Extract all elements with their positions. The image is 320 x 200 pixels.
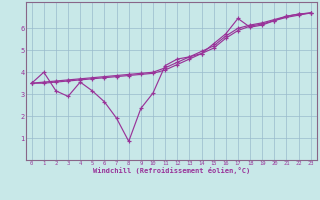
X-axis label: Windchill (Refroidissement éolien,°C): Windchill (Refroidissement éolien,°C) xyxy=(92,167,250,174)
